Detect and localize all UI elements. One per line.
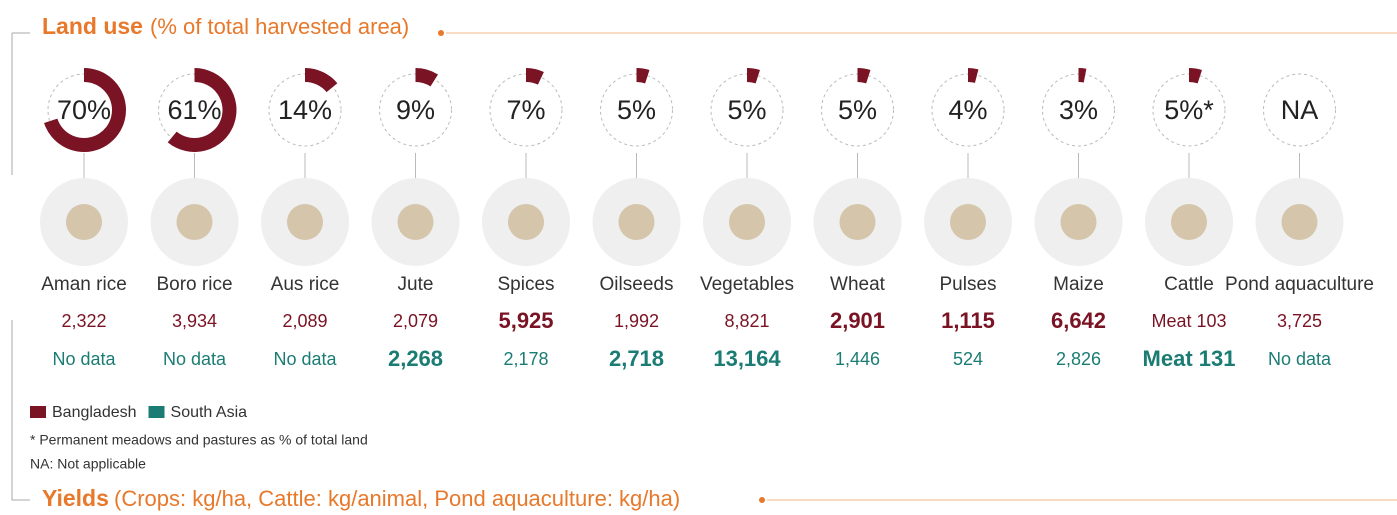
item-name: Maize — [1053, 274, 1104, 295]
land-use-label: 61% — [167, 95, 221, 125]
item-name: Wheat — [830, 274, 886, 295]
land-use-arc — [637, 68, 650, 83]
bangladesh-yield: 2,322 — [61, 311, 106, 331]
bangladesh-yield: 8,821 — [724, 311, 769, 331]
land-use-arc — [305, 68, 337, 92]
south-asia-yield: 1,446 — [835, 349, 880, 369]
land-use-label: 9% — [396, 95, 435, 125]
dot — [438, 30, 444, 36]
title: Land use — [42, 13, 143, 39]
south-asia-yield: 2,178 — [503, 349, 548, 369]
item-name: Aus rice — [271, 274, 340, 295]
land-use-arc — [1079, 68, 1087, 82]
land-use-arc — [416, 68, 439, 86]
item-name: Aman rice — [41, 274, 127, 295]
bangladesh-yield: 5,925 — [498, 308, 553, 333]
infographic: Land use (% of total harvested area) Yie… — [0, 0, 1397, 515]
land-use-arc — [858, 68, 871, 83]
land-use-arc — [968, 68, 978, 83]
land-use-label: 14% — [278, 95, 332, 125]
bracket — [12, 33, 30, 175]
yields-title: Yields — [42, 485, 109, 511]
bangladesh-yield: 3,725 — [1277, 311, 1322, 331]
land-use-label: 5%* — [1164, 95, 1214, 125]
legend-label: South Asia — [171, 404, 248, 421]
note: NA: Not applicable — [30, 456, 146, 472]
land-use-arc — [747, 68, 760, 83]
icon — [66, 204, 102, 240]
icon — [1061, 204, 1097, 240]
legend-swatch — [30, 406, 46, 418]
bangladesh-yield: 2,089 — [282, 311, 327, 331]
icon — [287, 204, 323, 240]
icon — [840, 204, 876, 240]
bangladesh-yield: Meat 103 — [1151, 311, 1226, 331]
bangladesh-yield: 2,079 — [393, 311, 438, 331]
south-asia-yield: 13,164 — [713, 346, 781, 371]
item-name: Boro rice — [156, 274, 232, 295]
land-use-label: 7% — [506, 95, 545, 125]
south-asia-yield: No data — [273, 349, 337, 369]
land-use-label: 70% — [57, 95, 111, 125]
icon — [1282, 204, 1318, 240]
south-asia-yield: 2,718 — [609, 346, 664, 371]
item-name: Jute — [398, 274, 434, 295]
yields-subtitle: (Crops: kg/ha, Cattle: kg/animal, Pond a… — [114, 486, 680, 511]
dot — [759, 497, 765, 503]
bracket — [12, 320, 30, 500]
item-name: Spices — [497, 274, 554, 295]
icon — [177, 204, 213, 240]
item-name: Cattle — [1164, 274, 1214, 295]
land-use-arc — [526, 68, 544, 85]
bangladesh-yield: 1,115 — [941, 308, 995, 333]
icon — [1171, 204, 1207, 240]
land-use-label: NA — [1281, 95, 1319, 125]
legend-swatch — [149, 406, 165, 418]
land-use-label: 5% — [838, 95, 877, 125]
icon — [950, 204, 986, 240]
land-use-arc — [1189, 68, 1202, 83]
icon — [508, 204, 544, 240]
item-name: Vegetables — [700, 274, 794, 295]
bangladesh-yield: 1,992 — [614, 311, 659, 331]
south-asia-yield: No data — [52, 349, 116, 369]
south-asia-yield: 2,826 — [1056, 349, 1101, 369]
bangladesh-yield: 3,934 — [172, 311, 217, 331]
south-asia-yield: No data — [1268, 349, 1332, 369]
south-asia-yield: 2,268 — [388, 346, 443, 371]
south-asia-yield: No data — [163, 349, 227, 369]
subtitle: (% of total harvested area) — [150, 14, 409, 39]
item-name: Oilseeds — [600, 274, 674, 295]
icon — [619, 204, 655, 240]
icon — [729, 204, 765, 240]
land-use-label: 4% — [948, 95, 987, 125]
bangladesh-yield: 2,901 — [830, 308, 885, 333]
land-use-label: 5% — [727, 95, 766, 125]
land-use-label: 5% — [617, 95, 656, 125]
item-name: Pond aquaculture — [1225, 274, 1374, 295]
item-name: Pulses — [939, 274, 996, 295]
land-use-label: 3% — [1059, 95, 1098, 125]
legend-label: Bangladesh — [52, 404, 137, 421]
icon — [398, 204, 434, 240]
south-asia-yield: Meat 131 — [1143, 346, 1236, 371]
bangladesh-yield: 6,642 — [1051, 308, 1106, 333]
south-asia-yield: 524 — [953, 349, 983, 369]
note: * Permanent meadows and pastures as % of… — [30, 432, 368, 448]
